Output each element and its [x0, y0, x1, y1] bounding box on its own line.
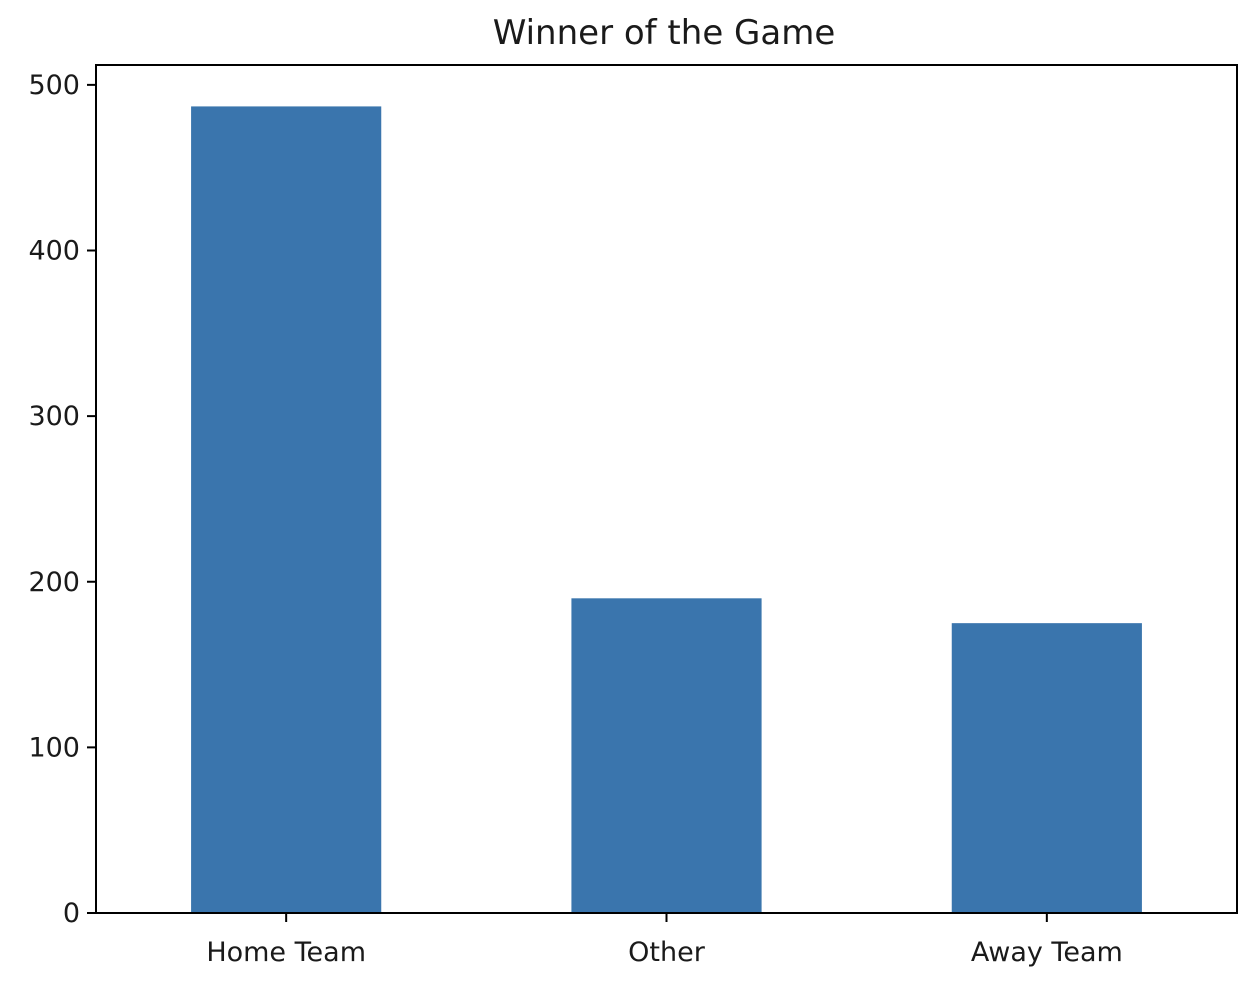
- chart-title: Winner of the Game: [493, 13, 836, 53]
- y-tick-label: 400: [28, 236, 80, 267]
- y-tick-label: 0: [63, 898, 80, 929]
- y-tick-label: 300: [28, 401, 80, 432]
- x-tick-label: Away Team: [971, 937, 1123, 968]
- y-tick-label: 100: [28, 732, 80, 763]
- bar-home-team: [191, 106, 382, 913]
- ticks-layer: 0 100 200 300 400 500 Home Team Other Away Team: [28, 70, 1122, 968]
- x-tick-label: Other: [628, 937, 706, 968]
- y-tick-label: 200: [28, 567, 80, 598]
- bars-layer: [191, 106, 1142, 913]
- bar-away-team: [951, 623, 1142, 913]
- bar-other: [571, 598, 762, 913]
- x-tick-label: Home Team: [206, 937, 366, 968]
- y-tick-label: 500: [28, 70, 80, 101]
